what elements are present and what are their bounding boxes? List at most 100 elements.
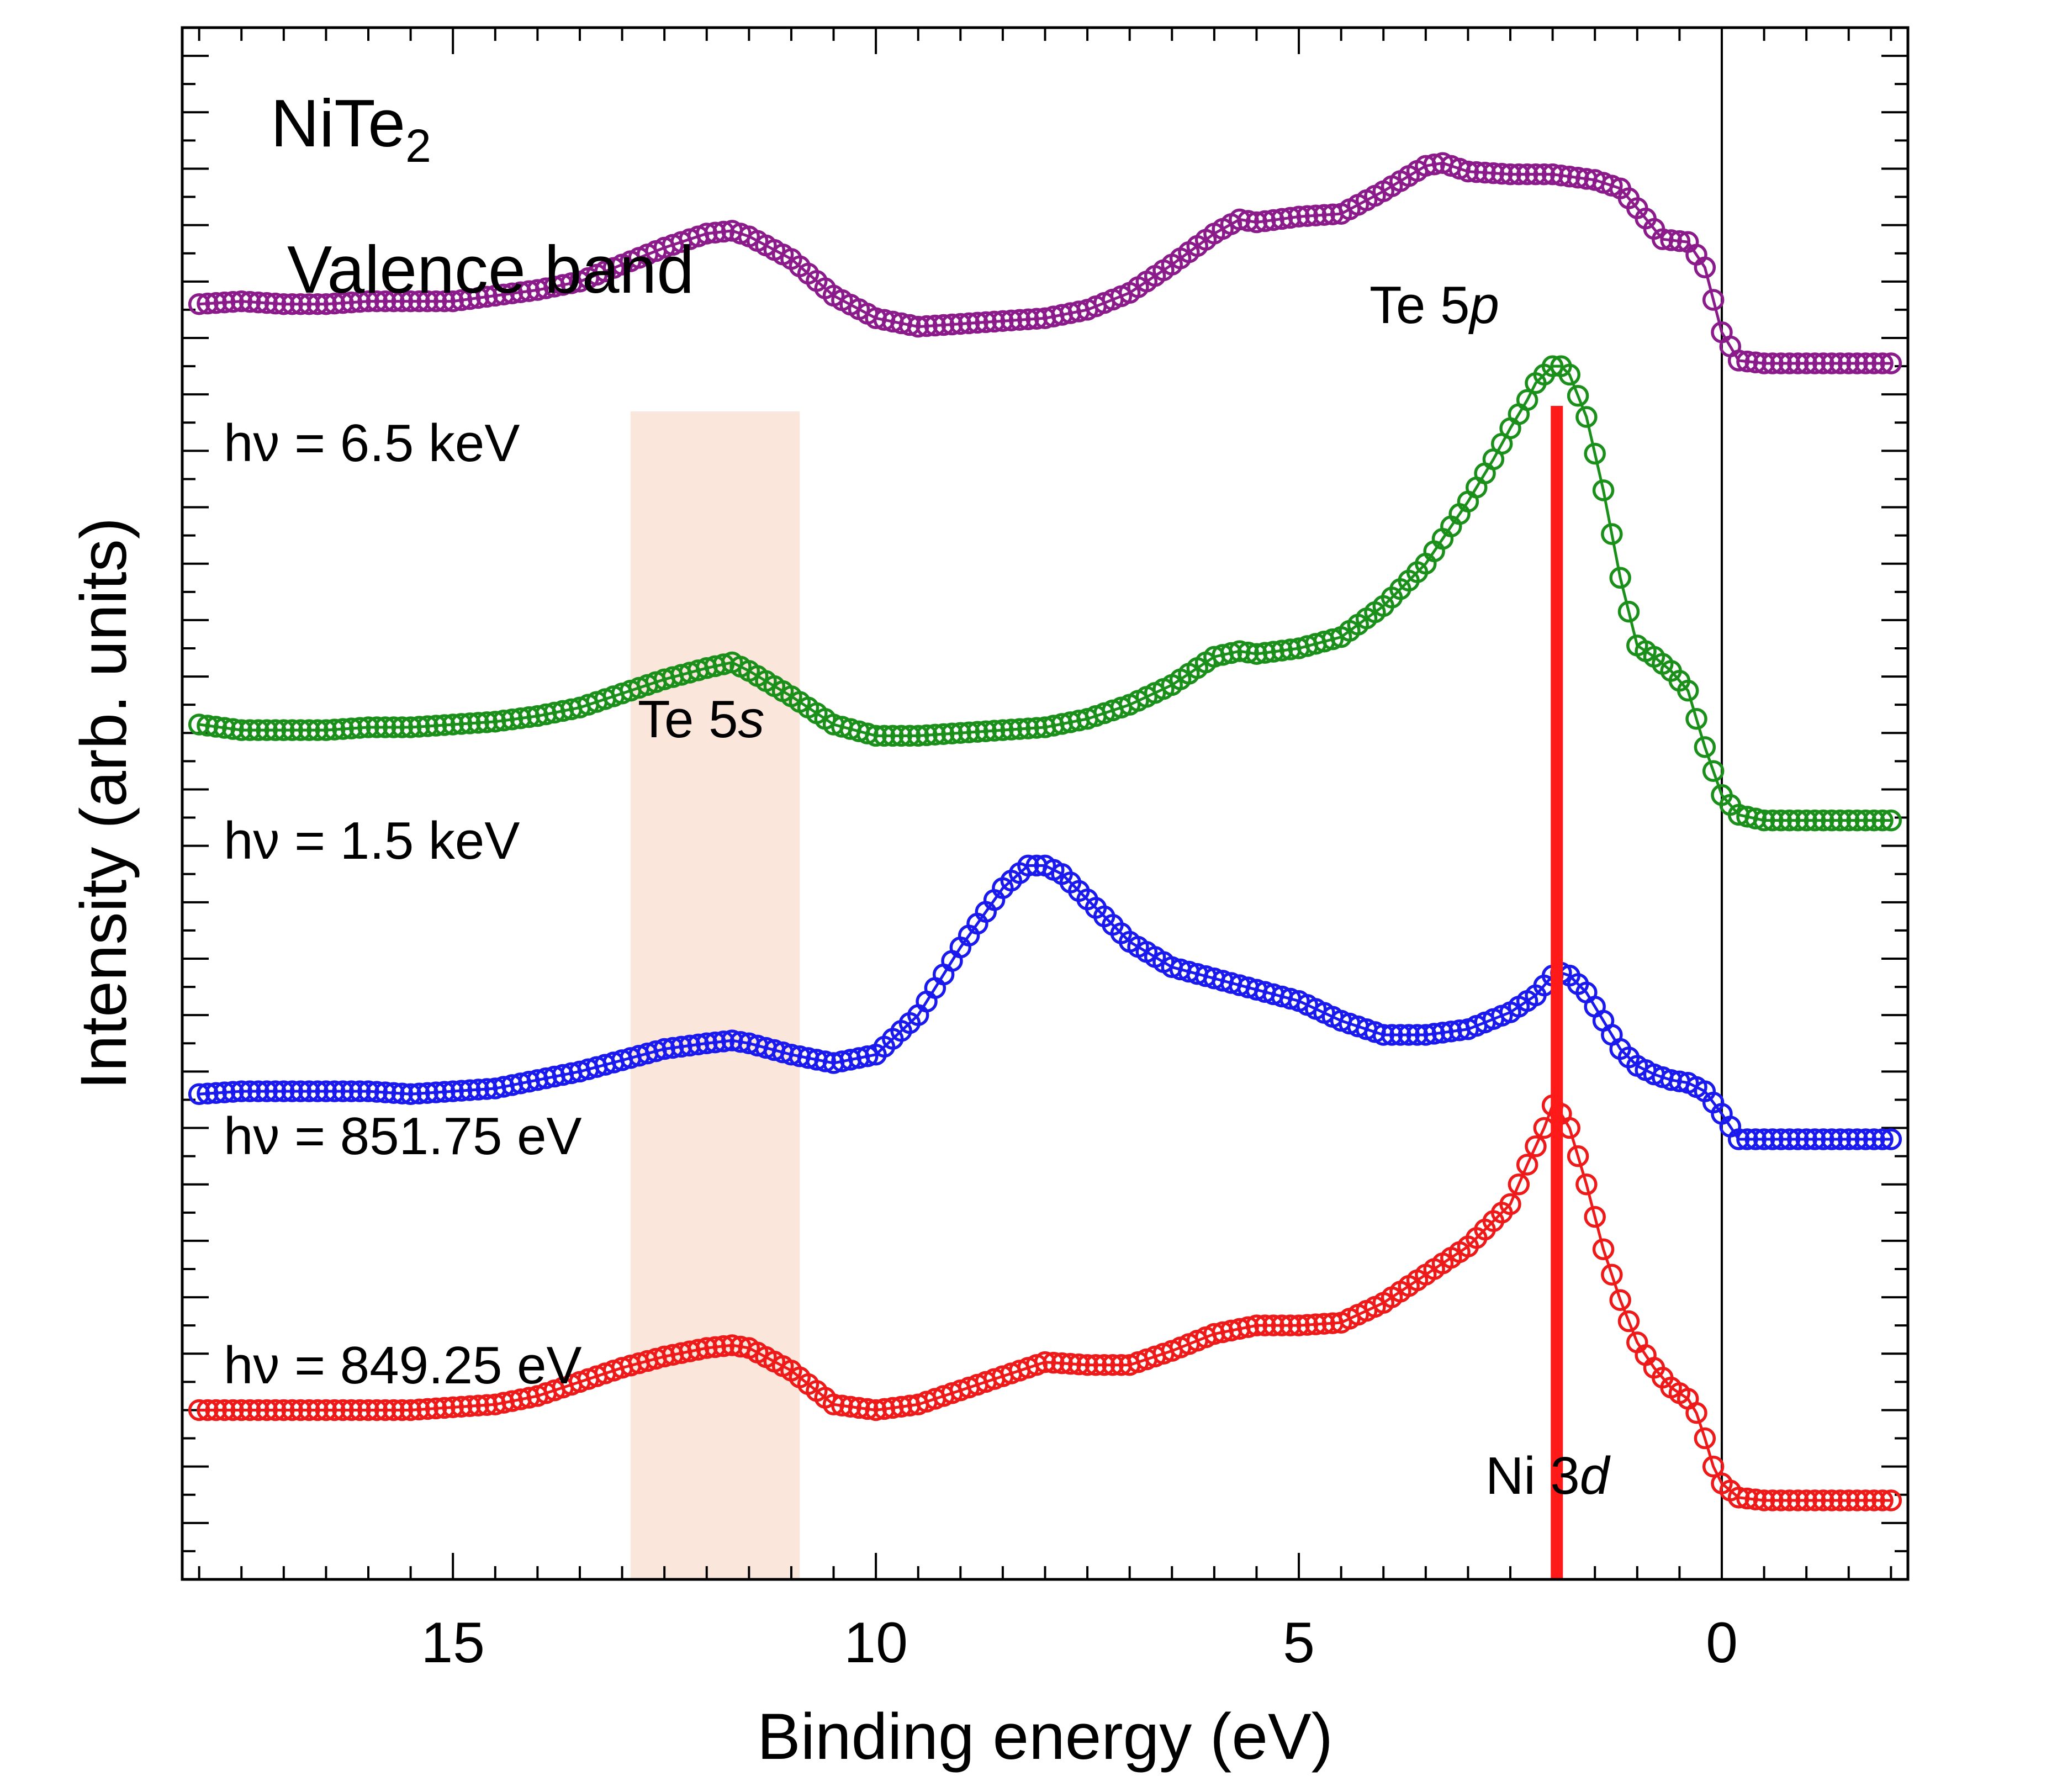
data-point: [1245, 211, 1268, 234]
data-point: [383, 1399, 405, 1421]
data-point: [1558, 363, 1581, 386]
data-point: [924, 314, 946, 337]
data-point: [1829, 809, 1852, 832]
data-point: [332, 718, 354, 740]
te5p-label-orbital: p: [1468, 276, 1499, 335]
data-point: [1017, 854, 1039, 877]
data-point: [1000, 718, 1022, 741]
data-point: [1854, 809, 1877, 832]
data-point: [425, 290, 447, 313]
data-point: [1685, 707, 1707, 730]
data-point: [416, 1082, 438, 1104]
data-point: [281, 719, 303, 741]
data-point: [687, 1033, 710, 1056]
data-point: [856, 1398, 879, 1420]
data-point: [1787, 352, 1809, 374]
data-point: [856, 1045, 879, 1067]
data-point: [450, 713, 473, 735]
data-point: [1085, 1354, 1107, 1376]
data-point: [281, 293, 303, 315]
data-point: [408, 716, 430, 738]
data-point: [1288, 205, 1310, 228]
data-point: [298, 293, 320, 315]
data-point: [213, 1399, 236, 1421]
data-point: [898, 314, 921, 336]
data-point: [1770, 1489, 1792, 1511]
data-point: [1076, 1354, 1098, 1376]
data-point: [1804, 1489, 1826, 1511]
data-point: [831, 1394, 853, 1417]
data-point: [966, 721, 988, 743]
data-point: [1677, 679, 1699, 702]
data-point: [188, 1399, 210, 1421]
data-point: [1271, 208, 1293, 230]
data-point: [467, 1079, 489, 1101]
data-point: [256, 719, 278, 741]
data-point: [450, 289, 473, 311]
data-point: [1271, 1314, 1293, 1336]
data-point: [298, 1080, 320, 1102]
data-point: [1440, 1021, 1462, 1043]
data-point: [1821, 1128, 1843, 1150]
data-point: [814, 1050, 836, 1072]
data-point: [197, 715, 219, 737]
data-point: [1753, 1489, 1775, 1511]
data-point: [1499, 163, 1521, 186]
data-point: [1846, 1489, 1868, 1511]
data-point: [323, 292, 346, 315]
data-point: [1804, 352, 1826, 374]
data-point: [230, 1399, 252, 1421]
data-point: [1423, 1023, 1445, 1045]
data-point: [1321, 628, 1344, 651]
data-point: [467, 712, 489, 734]
data-point: [916, 315, 938, 337]
data-point: [873, 725, 896, 747]
data-point: [315, 1399, 337, 1421]
data-point: [374, 290, 396, 313]
data-point: [1617, 600, 1640, 623]
data-point: [1508, 163, 1530, 186]
data-point: [1829, 1128, 1852, 1150]
data-point: [941, 313, 963, 336]
data-point: [1093, 1354, 1115, 1376]
chart-title-subscript: 2: [405, 120, 431, 172]
ni3d-label-orbital: d: [1580, 1446, 1611, 1505]
axis-ticks: [182, 27, 1908, 1580]
data-point: [890, 725, 912, 747]
data-point: [1727, 1487, 1750, 1509]
data-point: [1313, 204, 1335, 226]
data-point: [1525, 1135, 1547, 1157]
data-point: [1812, 352, 1834, 374]
data-point: [348, 290, 371, 313]
data-point: [197, 1082, 219, 1104]
data-point: [509, 281, 532, 303]
data-point: [1102, 1354, 1124, 1376]
data-point: [1795, 352, 1817, 374]
data-point: [188, 1083, 210, 1105]
x-tick-label: 10: [844, 1611, 908, 1675]
data-point: [222, 718, 244, 740]
data-point: [383, 1082, 405, 1104]
data-point: [501, 708, 523, 731]
data-point: [264, 1080, 287, 1102]
data-point: [357, 1399, 379, 1421]
data-point: [1694, 256, 1716, 279]
data-point: [1068, 1353, 1090, 1376]
data-point: [332, 292, 354, 314]
data-point: [1025, 308, 1048, 330]
data-point: [1398, 1024, 1420, 1046]
data-point: [442, 713, 464, 736]
chart-title-text: NiTe: [271, 86, 405, 161]
data-point: [425, 715, 447, 737]
data-point: [1778, 352, 1801, 374]
data-point: [289, 293, 312, 315]
data-point: [264, 1399, 287, 1421]
data-point: [366, 716, 388, 738]
data-point: [1804, 1128, 1826, 1150]
data-point: [1254, 642, 1276, 664]
data-point: [298, 1399, 320, 1421]
data-point: [1736, 350, 1758, 373]
data-point: [391, 290, 414, 313]
data-point: [391, 1082, 414, 1104]
